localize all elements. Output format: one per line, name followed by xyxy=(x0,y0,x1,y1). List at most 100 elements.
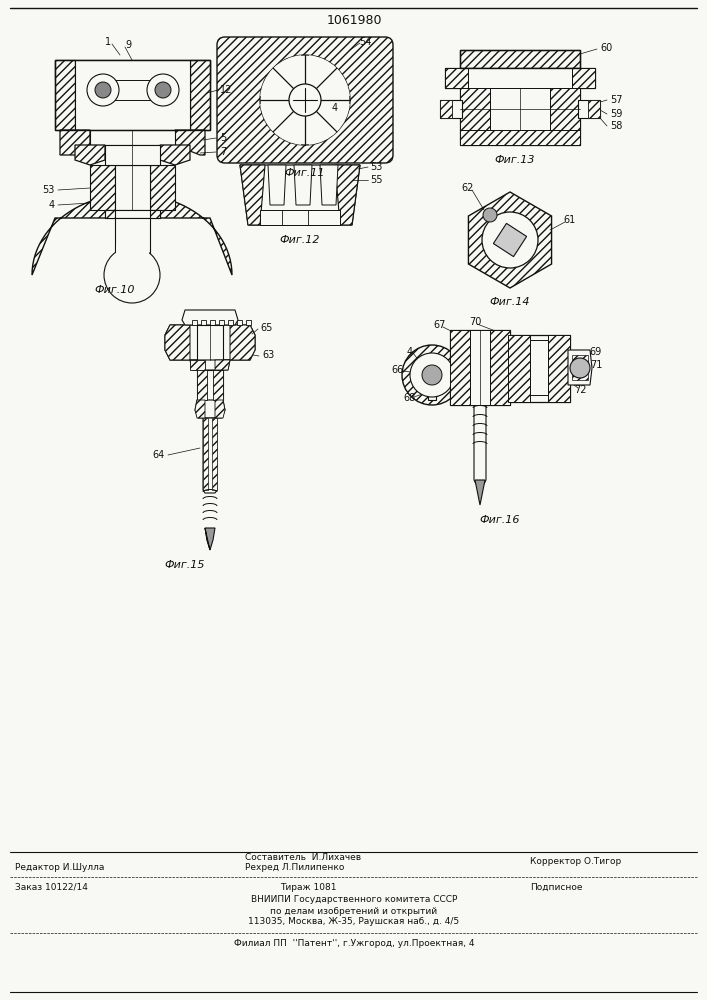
Text: Подписное: Подписное xyxy=(530,882,583,892)
Polygon shape xyxy=(55,60,75,130)
Polygon shape xyxy=(572,355,588,380)
Wedge shape xyxy=(305,55,350,100)
Polygon shape xyxy=(212,418,217,490)
Polygon shape xyxy=(246,320,251,325)
Polygon shape xyxy=(460,130,580,145)
Polygon shape xyxy=(195,400,205,418)
Polygon shape xyxy=(440,100,452,118)
Text: 53: 53 xyxy=(42,185,55,195)
Text: Фиг.16: Фиг.16 xyxy=(480,515,520,525)
Polygon shape xyxy=(237,320,242,325)
Polygon shape xyxy=(150,165,175,210)
Polygon shape xyxy=(150,210,160,218)
Bar xyxy=(105,145,160,165)
Text: Составитель  И.Лихачев: Составитель И.Лихачев xyxy=(245,852,361,861)
Text: 66: 66 xyxy=(392,365,404,375)
Polygon shape xyxy=(240,165,360,225)
Polygon shape xyxy=(230,325,255,360)
Text: 59: 59 xyxy=(610,109,622,119)
Text: 65: 65 xyxy=(260,323,272,333)
Text: 12: 12 xyxy=(220,85,233,95)
Text: 58: 58 xyxy=(610,121,622,131)
Polygon shape xyxy=(215,360,230,370)
Bar xyxy=(75,60,190,130)
Text: 57: 57 xyxy=(610,95,622,105)
Text: 67: 67 xyxy=(434,320,446,330)
Polygon shape xyxy=(201,320,206,325)
Polygon shape xyxy=(213,370,223,400)
Text: 1: 1 xyxy=(105,37,111,47)
Text: ВНИИПИ Государственного комитета СССР: ВНИИПИ Государственного комитета СССР xyxy=(251,896,457,904)
Polygon shape xyxy=(103,80,163,100)
Circle shape xyxy=(95,82,111,98)
Polygon shape xyxy=(165,325,190,360)
Circle shape xyxy=(402,345,462,405)
Text: 72: 72 xyxy=(574,385,586,395)
Polygon shape xyxy=(165,325,255,360)
Polygon shape xyxy=(550,88,580,130)
Text: Фиг.11: Фиг.11 xyxy=(285,168,325,178)
Polygon shape xyxy=(219,320,224,325)
Polygon shape xyxy=(210,320,215,325)
Polygon shape xyxy=(75,145,105,165)
Bar xyxy=(90,130,175,145)
Text: 70: 70 xyxy=(469,317,481,327)
Polygon shape xyxy=(190,360,205,370)
Polygon shape xyxy=(320,165,338,205)
Bar xyxy=(115,218,150,275)
Circle shape xyxy=(147,74,179,106)
Circle shape xyxy=(155,82,171,98)
Text: 4: 4 xyxy=(407,347,413,357)
Polygon shape xyxy=(203,418,217,493)
Polygon shape xyxy=(268,165,286,205)
Bar xyxy=(260,210,340,225)
Text: 71: 71 xyxy=(590,360,602,370)
Text: Фиг.14: Фиг.14 xyxy=(490,297,530,307)
Polygon shape xyxy=(228,320,233,325)
Wedge shape xyxy=(260,55,305,100)
Polygon shape xyxy=(572,68,595,88)
Bar xyxy=(115,165,150,210)
Polygon shape xyxy=(508,335,570,402)
Bar xyxy=(197,325,223,360)
Circle shape xyxy=(410,353,454,397)
Polygon shape xyxy=(445,68,595,88)
Text: Тираж 1081: Тираж 1081 xyxy=(280,882,337,892)
Text: 1061980: 1061980 xyxy=(326,13,382,26)
Polygon shape xyxy=(460,50,580,68)
Text: 69: 69 xyxy=(590,347,602,357)
Circle shape xyxy=(483,208,497,222)
Text: Заказ 10122/14: Заказ 10122/14 xyxy=(15,882,88,892)
Polygon shape xyxy=(508,335,530,402)
Wedge shape xyxy=(260,100,305,145)
Polygon shape xyxy=(460,88,490,130)
Polygon shape xyxy=(475,480,485,505)
Text: 55: 55 xyxy=(370,175,382,185)
Text: 68: 68 xyxy=(404,393,416,403)
Bar xyxy=(116,245,149,275)
Polygon shape xyxy=(195,400,225,418)
Polygon shape xyxy=(55,60,210,80)
Polygon shape xyxy=(578,100,600,118)
Polygon shape xyxy=(60,130,90,155)
Circle shape xyxy=(422,365,442,385)
Polygon shape xyxy=(205,528,210,550)
Text: 61: 61 xyxy=(564,215,576,225)
Polygon shape xyxy=(190,360,230,370)
Polygon shape xyxy=(90,165,115,210)
Circle shape xyxy=(260,55,350,145)
Polygon shape xyxy=(440,100,462,118)
Polygon shape xyxy=(294,165,312,205)
Bar xyxy=(490,88,550,130)
Circle shape xyxy=(87,74,119,106)
Polygon shape xyxy=(197,370,207,400)
Polygon shape xyxy=(445,68,468,88)
Circle shape xyxy=(106,249,158,301)
Polygon shape xyxy=(205,528,215,550)
Bar xyxy=(428,375,436,400)
Polygon shape xyxy=(182,310,238,325)
Text: 54: 54 xyxy=(359,37,371,47)
Text: Рехред Л.Пилипенко: Рехред Л.Пилипенко xyxy=(245,862,344,871)
Polygon shape xyxy=(240,165,265,225)
Text: 64: 64 xyxy=(153,450,165,460)
